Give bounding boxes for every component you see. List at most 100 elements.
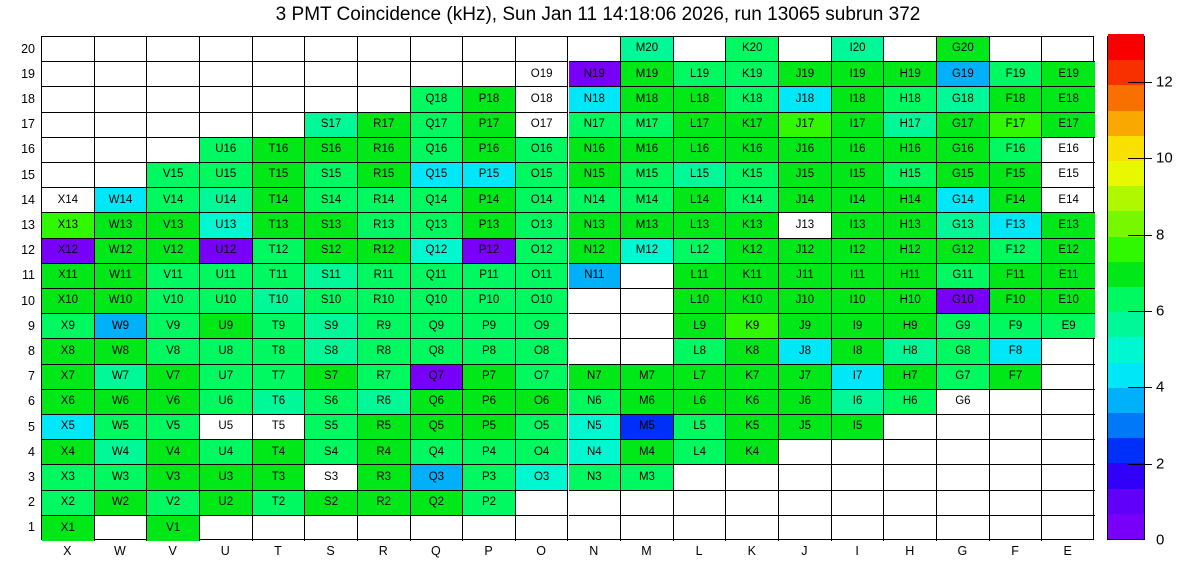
heatmap-cell-q16: Q16 (410, 137, 464, 163)
heatmap-cell (1042, 390, 1095, 415)
heatmap-cell-l13: L13 (673, 213, 727, 239)
heatmap-cell-r2: R2 (357, 490, 411, 516)
heatmap-cell-v4: V4 (147, 440, 200, 466)
color-band (1108, 135, 1144, 161)
heatmap-cell-k19: K19 (726, 62, 780, 88)
heatmap-cell (621, 515, 674, 541)
color-band (1108, 336, 1144, 363)
heatmap-cell-w10: W10 (94, 289, 148, 315)
heatmap-cell-p3: P3 (463, 465, 516, 491)
x-axis-tick-v: V (168, 544, 177, 558)
heatmap-cell-n5: N5 (568, 415, 622, 441)
heatmap-cell-o5: O5 (515, 415, 569, 441)
heatmap-cell-n17: N17 (568, 112, 622, 138)
y-axis-tick-6: 6 (28, 394, 35, 409)
heatmap-cell-s4: S4 (305, 440, 358, 466)
color-band (1108, 513, 1144, 539)
heatmap-cell-s5: S5 (305, 415, 358, 441)
heatmap-cell-q13: Q13 (410, 213, 464, 239)
x-axis-tick-u: U (220, 544, 230, 558)
color-band (1108, 84, 1144, 111)
heatmap-cell-q17: Q17 (410, 112, 464, 138)
heatmap-cell-h8: H8 (884, 339, 938, 365)
y-axis-tick-2: 2 (28, 495, 35, 510)
heatmap-cell (516, 515, 569, 541)
heatmap-cell-t16: T16 (252, 137, 306, 163)
heatmap-cell-h13: H13 (884, 213, 938, 239)
heatmap-cell (884, 465, 938, 491)
heatmap-cell-w7: W7 (94, 364, 148, 390)
heatmap-cell-n19: N19 (568, 62, 622, 88)
heatmap-cell-k12: K12 (726, 238, 780, 264)
heatmap-cell (94, 112, 148, 138)
heatmap-cell-w9: W9 (94, 314, 148, 340)
heatmap-cell (673, 37, 727, 63)
heatmap-cell-k15: K15 (726, 163, 780, 189)
heatmap-cell-o16: O16 (515, 137, 569, 163)
x-axis-tick-x: X (63, 544, 72, 558)
heatmap-cell-q18: Q18 (410, 87, 464, 113)
heatmap-cell-k6: K6 (726, 389, 780, 415)
heatmap-cell-m5: M5 (621, 415, 674, 441)
heatmap-cell-i19: I19 (831, 62, 885, 88)
heatmap-cell-p17: P17 (463, 112, 516, 138)
heatmap-cell-u2: U2 (199, 490, 253, 516)
heatmap-cell-m16: M16 (621, 137, 674, 163)
heatmap-cell (410, 62, 464, 88)
heatmap-cell-v1: V1 (147, 515, 200, 541)
heatmap-cell (779, 515, 832, 541)
heatmap-cell-u12: U12 (199, 238, 253, 264)
heatmap-cell (199, 87, 253, 113)
heatmap-cell-j15: J15 (779, 163, 832, 189)
y-axis-tick-3: 3 (28, 470, 35, 484)
heatmap-cell (779, 465, 832, 491)
heatmap-cell (937, 490, 990, 516)
heatmap-cell-x11: X11 (42, 263, 95, 289)
heatmap-cell (252, 87, 306, 113)
heatmap-cell-w13: W13 (94, 213, 148, 239)
heatmap-cell-g19: G19 (937, 62, 990, 88)
heatmap-cell-e15: E15 (1042, 163, 1095, 189)
heatmap-cell-q6: Q6 (410, 389, 464, 415)
heatmap-cell-s16: S16 (305, 137, 358, 163)
x-axis-tick-n: N (589, 544, 599, 558)
heatmap-cell-i18: I18 (831, 87, 885, 113)
x-axis-tick-r: R (378, 544, 388, 558)
heatmap-cell-n15: N15 (568, 163, 622, 189)
y-axis-tick-14: 14 (21, 192, 35, 207)
heatmap-cell-g7: G7 (937, 364, 990, 390)
heatmap-cell-r10: R10 (357, 289, 411, 315)
heatmap-cell (937, 415, 990, 441)
heatmap-cell-k18: K18 (726, 87, 780, 113)
heatmap-cell-r11: R11 (357, 263, 411, 289)
heatmap-cell-l16: L16 (673, 137, 727, 163)
heatmap-cell-l19: L19 (673, 62, 727, 88)
heatmap-cell-f10: F10 (989, 289, 1043, 315)
heatmap-cell-m20: M20 (621, 37, 674, 63)
heatmap-cell (673, 490, 727, 516)
heatmap-cell-i16: I16 (831, 137, 885, 163)
heatmap-cell (621, 490, 674, 516)
heatmap-cell (357, 37, 411, 63)
heatmap-cell-p4: P4 (463, 440, 516, 466)
heatmap-cell-q8: Q8 (410, 339, 464, 365)
heatmap-cell (726, 465, 780, 491)
heatmap-cell-m13: M13 (621, 213, 674, 239)
heatmap-cell-p14: P14 (463, 188, 516, 214)
heatmap-cell-t8: T8 (252, 339, 306, 365)
heatmap-cell-l5: L5 (673, 415, 727, 441)
heatmap-cell-g18: G18 (937, 87, 990, 113)
heatmap-cell (358, 515, 411, 541)
heatmap-cell-x4: X4 (42, 440, 95, 466)
heatmap-cell-j14: J14 (779, 188, 832, 214)
heatmap-cell (410, 37, 464, 63)
heatmap-cell-v14: V14 (147, 188, 200, 214)
heatmap-cell-o18: O18 (515, 87, 569, 113)
y-axis-tick-7: 7 (28, 369, 35, 384)
color-scale-label-0: 0 (1156, 531, 1165, 549)
heatmap-cell-g8: G8 (937, 339, 990, 365)
heatmap-cell-r7: R7 (357, 364, 411, 390)
color-band (1108, 387, 1144, 413)
heatmap-cell-x14: X14 (42, 188, 95, 214)
heatmap-cell-f17: F17 (989, 112, 1043, 138)
